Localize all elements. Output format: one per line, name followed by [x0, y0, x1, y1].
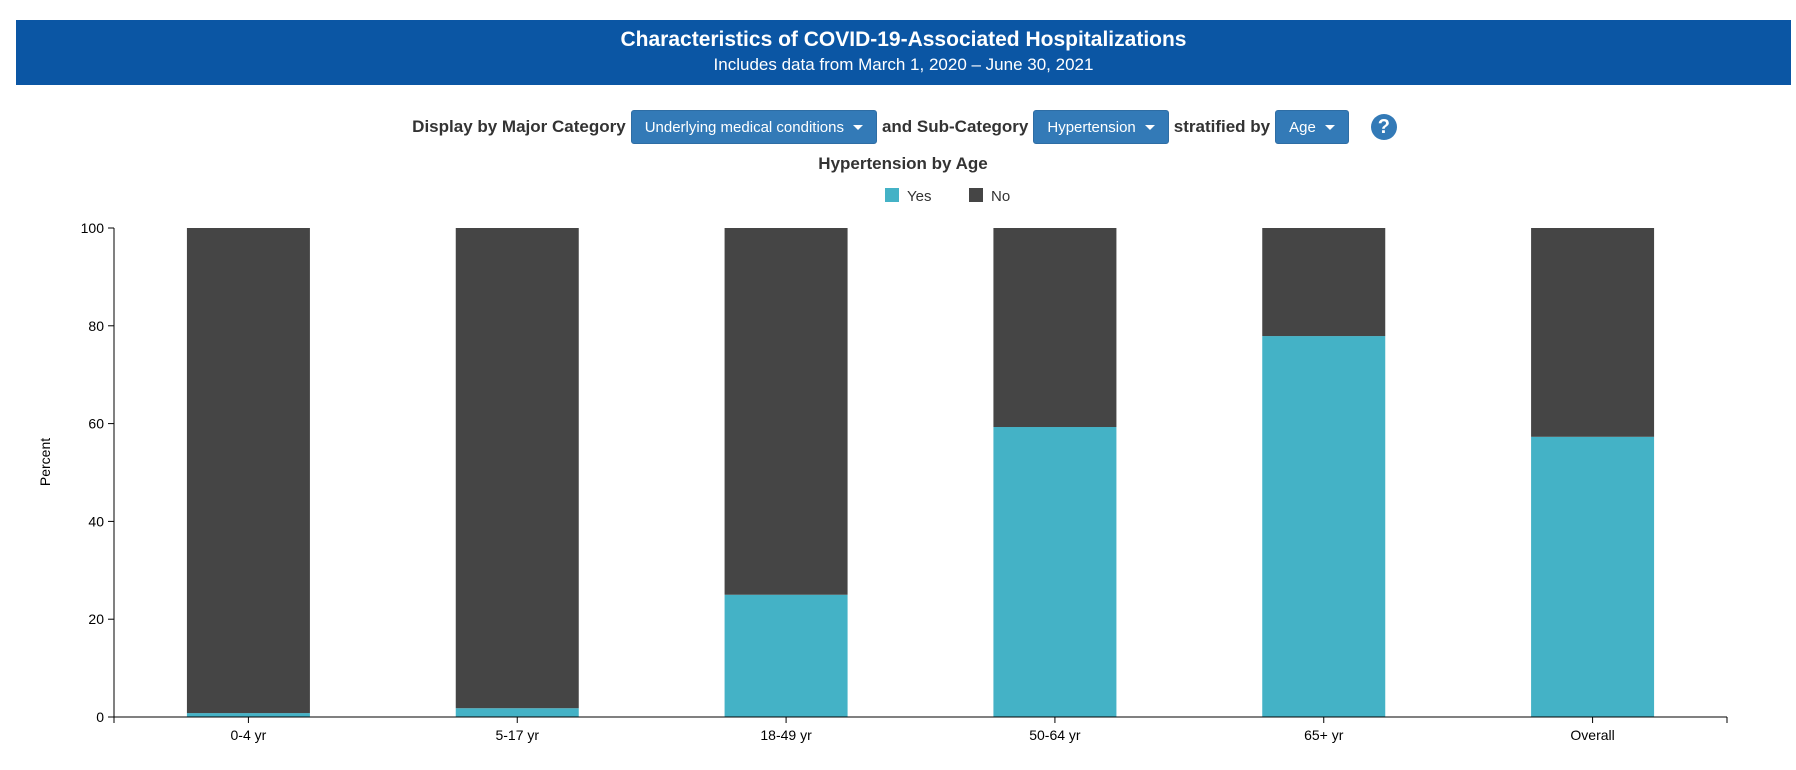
chevron-down-icon — [852, 124, 863, 130]
legend-label-no: No — [991, 188, 1010, 205]
sub-category-value: Hypertension — [1047, 118, 1136, 136]
x-tick-label: 5-17 yr — [495, 727, 539, 743]
bar-no-3 — [993, 228, 1117, 428]
bar-yes-5 — [1531, 436, 1655, 717]
y-tick-label: 100 — [81, 220, 105, 236]
bar-no-4 — [1262, 228, 1386, 337]
bar-no-0 — [186, 228, 310, 714]
stratified-by-value: Age — [1289, 118, 1316, 136]
x-tick-label: Overall — [1570, 727, 1614, 743]
x-tick-label: 0-4 yr — [231, 727, 267, 743]
y-tick-label: 80 — [88, 318, 104, 334]
chevron-down-icon — [1324, 124, 1335, 130]
sub-category-label: and Sub-Category — [881, 117, 1029, 136]
help-icon[interactable]: ? — [1370, 114, 1397, 140]
x-tick-label: 50-64 yr — [1029, 727, 1081, 743]
page-title: Characteristics of COVID-19-Associated H… — [620, 28, 1187, 51]
sub-category-dropdown[interactable]: Hypertension — [1033, 110, 1169, 144]
bar-yes-1 — [455, 708, 579, 717]
chart-title: Hypertension by Age — [818, 154, 987, 173]
major-category-value: Underlying medical conditions — [644, 118, 844, 136]
chevron-down-icon — [1144, 124, 1155, 130]
legend-swatch-yes — [885, 188, 899, 202]
bar-no-1 — [455, 228, 579, 709]
legend-swatch-no — [969, 188, 983, 202]
y-tick-label: 0 — [96, 709, 104, 725]
legend-label-yes: Yes — [907, 188, 931, 205]
bar-yes-3 — [993, 427, 1117, 717]
stratified-by-label: stratified by — [1173, 117, 1271, 136]
bar-no-5 — [1531, 228, 1655, 437]
stratified-by-dropdown[interactable]: Age — [1275, 110, 1349, 144]
major-category-dropdown[interactable]: Underlying medical conditions — [630, 110, 877, 144]
bar-no-2 — [724, 228, 848, 595]
y-tick-label: 60 — [88, 416, 104, 432]
x-tick-label: 18-49 yr — [760, 727, 812, 743]
y-axis-label: Percent — [37, 438, 53, 486]
bar-yes-0 — [186, 713, 310, 717]
major-category-label: Display by Major Category — [412, 117, 626, 136]
bar-yes-2 — [724, 594, 848, 717]
y-tick-label: 40 — [88, 513, 104, 529]
x-tick-label: 65+ yr — [1304, 727, 1344, 743]
y-tick-label: 20 — [88, 611, 104, 627]
header-banner: Characteristics of COVID-19-Associated H… — [16, 20, 1791, 85]
bar-yes-4 — [1262, 336, 1386, 717]
filter-controls: Display by Major Category Underlying med… — [4, 108, 1796, 146]
page-subtitle: Includes data from March 1, 2020 – June … — [713, 55, 1094, 74]
